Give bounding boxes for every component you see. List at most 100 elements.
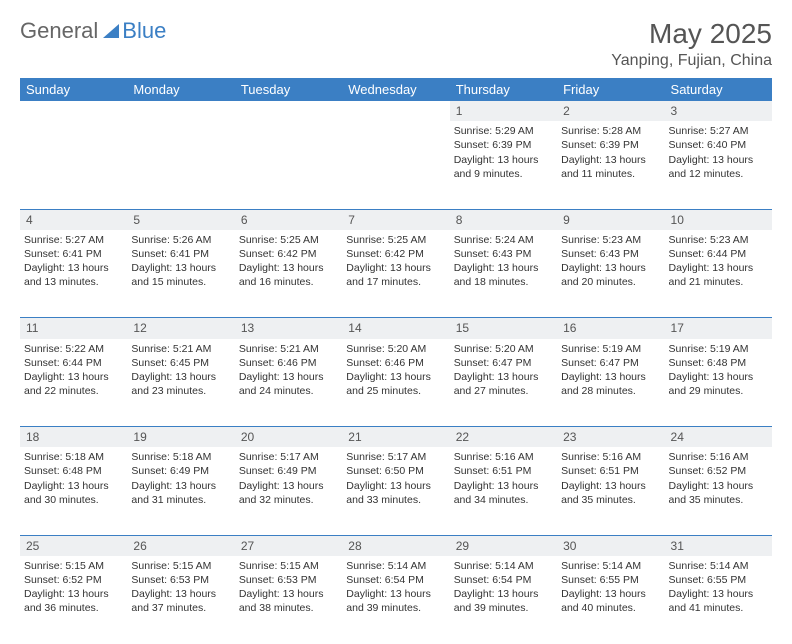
sunrise-line: Sunrise: 5:14 AM <box>454 559 553 573</box>
month-title: May 2025 <box>611 18 772 50</box>
day-number: 3 <box>665 101 772 121</box>
day-number: 31 <box>665 535 772 556</box>
sunrise-line: Sunrise: 5:23 AM <box>561 233 660 247</box>
day-number: 21 <box>342 427 449 448</box>
sunset-line: Sunset: 6:52 PM <box>669 464 768 478</box>
sunset-line: Sunset: 6:49 PM <box>239 464 338 478</box>
day-cell: Sunrise: 5:25 AMSunset: 6:42 PMDaylight:… <box>235 230 342 318</box>
sunrise-line: Sunrise: 5:16 AM <box>454 450 553 464</box>
day-number: 25 <box>20 535 127 556</box>
sunset-line: Sunset: 6:50 PM <box>346 464 445 478</box>
sunrise-line: Sunrise: 5:14 AM <box>561 559 660 573</box>
sunrise-line: Sunrise: 5:26 AM <box>131 233 230 247</box>
sunrise-line: Sunrise: 5:25 AM <box>346 233 445 247</box>
day-cell: Sunrise: 5:16 AMSunset: 6:52 PMDaylight:… <box>665 447 772 535</box>
logo: General Blue <box>20 18 166 44</box>
day-number: 4 <box>20 209 127 230</box>
daylight-line: Daylight: 13 hours and 11 minutes. <box>561 153 660 181</box>
daylight-line: Daylight: 13 hours and 17 minutes. <box>346 261 445 289</box>
day-cell: Sunrise: 5:29 AMSunset: 6:39 PMDaylight:… <box>450 121 557 209</box>
sunrise-line: Sunrise: 5:16 AM <box>669 450 768 464</box>
daylight-line: Daylight: 13 hours and 32 minutes. <box>239 479 338 507</box>
day-cell: Sunrise: 5:19 AMSunset: 6:47 PMDaylight:… <box>557 339 664 427</box>
weekday-header: Sunday <box>20 78 127 101</box>
day-number: 11 <box>20 318 127 339</box>
sunset-line: Sunset: 6:47 PM <box>561 356 660 370</box>
day-number: 14 <box>342 318 449 339</box>
content-row: Sunrise: 5:27 AMSunset: 6:41 PMDaylight:… <box>20 230 772 318</box>
day-number <box>342 101 449 121</box>
daylight-line: Daylight: 13 hours and 31 minutes. <box>131 479 230 507</box>
sunset-line: Sunset: 6:47 PM <box>454 356 553 370</box>
day-number: 5 <box>127 209 234 230</box>
daylight-line: Daylight: 13 hours and 40 minutes. <box>561 587 660 615</box>
day-number: 9 <box>557 209 664 230</box>
day-cell <box>127 121 234 209</box>
day-cell: Sunrise: 5:15 AMSunset: 6:53 PMDaylight:… <box>127 556 234 644</box>
weekday-header: Friday <box>557 78 664 101</box>
sunset-line: Sunset: 6:55 PM <box>669 573 768 587</box>
weekday-header: Monday <box>127 78 234 101</box>
calendar-table: SundayMondayTuesdayWednesdayThursdayFrid… <box>20 78 772 644</box>
day-cell: Sunrise: 5:19 AMSunset: 6:48 PMDaylight:… <box>665 339 772 427</box>
day-cell <box>20 121 127 209</box>
sunset-line: Sunset: 6:48 PM <box>669 356 768 370</box>
day-cell: Sunrise: 5:21 AMSunset: 6:45 PMDaylight:… <box>127 339 234 427</box>
daylight-line: Daylight: 13 hours and 39 minutes. <box>346 587 445 615</box>
sunset-line: Sunset: 6:43 PM <box>561 247 660 261</box>
daylight-line: Daylight: 13 hours and 36 minutes. <box>24 587 123 615</box>
daylight-line: Daylight: 13 hours and 12 minutes. <box>669 153 768 181</box>
day-number: 16 <box>557 318 664 339</box>
sunrise-line: Sunrise: 5:28 AM <box>561 124 660 138</box>
sunset-line: Sunset: 6:44 PM <box>669 247 768 261</box>
day-cell: Sunrise: 5:27 AMSunset: 6:41 PMDaylight:… <box>20 230 127 318</box>
content-row: Sunrise: 5:15 AMSunset: 6:52 PMDaylight:… <box>20 556 772 644</box>
sunrise-line: Sunrise: 5:25 AM <box>239 233 338 247</box>
sunset-line: Sunset: 6:53 PM <box>239 573 338 587</box>
sunrise-line: Sunrise: 5:17 AM <box>346 450 445 464</box>
daylight-line: Daylight: 13 hours and 27 minutes. <box>454 370 553 398</box>
day-number: 18 <box>20 427 127 448</box>
day-number <box>127 101 234 121</box>
daylight-line: Daylight: 13 hours and 38 minutes. <box>239 587 338 615</box>
day-cell: Sunrise: 5:14 AMSunset: 6:55 PMDaylight:… <box>557 556 664 644</box>
sunrise-line: Sunrise: 5:18 AM <box>131 450 230 464</box>
day-cell: Sunrise: 5:20 AMSunset: 6:47 PMDaylight:… <box>450 339 557 427</box>
daylight-line: Daylight: 13 hours and 16 minutes. <box>239 261 338 289</box>
daylight-line: Daylight: 13 hours and 18 minutes. <box>454 261 553 289</box>
sunset-line: Sunset: 6:55 PM <box>561 573 660 587</box>
day-cell <box>342 121 449 209</box>
daylight-line: Daylight: 13 hours and 21 minutes. <box>669 261 768 289</box>
daylight-line: Daylight: 13 hours and 30 minutes. <box>24 479 123 507</box>
day-number: 7 <box>342 209 449 230</box>
day-cell: Sunrise: 5:18 AMSunset: 6:49 PMDaylight:… <box>127 447 234 535</box>
weekday-header: Tuesday <box>235 78 342 101</box>
sunset-line: Sunset: 6:42 PM <box>346 247 445 261</box>
sunrise-line: Sunrise: 5:29 AM <box>454 124 553 138</box>
day-number: 30 <box>557 535 664 556</box>
day-number: 15 <box>450 318 557 339</box>
daylight-line: Daylight: 13 hours and 25 minutes. <box>346 370 445 398</box>
day-cell: Sunrise: 5:15 AMSunset: 6:52 PMDaylight:… <box>20 556 127 644</box>
sunset-line: Sunset: 6:53 PM <box>131 573 230 587</box>
day-number: 2 <box>557 101 664 121</box>
day-cell: Sunrise: 5:14 AMSunset: 6:54 PMDaylight:… <box>450 556 557 644</box>
sunrise-line: Sunrise: 5:17 AM <box>239 450 338 464</box>
sunset-line: Sunset: 6:40 PM <box>669 138 768 152</box>
daylight-line: Daylight: 13 hours and 35 minutes. <box>669 479 768 507</box>
day-cell: Sunrise: 5:27 AMSunset: 6:40 PMDaylight:… <box>665 121 772 209</box>
sunrise-line: Sunrise: 5:22 AM <box>24 342 123 356</box>
daynum-row: 18192021222324 <box>20 427 772 448</box>
day-cell: Sunrise: 5:23 AMSunset: 6:44 PMDaylight:… <box>665 230 772 318</box>
daylight-line: Daylight: 13 hours and 29 minutes. <box>669 370 768 398</box>
sunset-line: Sunset: 6:46 PM <box>346 356 445 370</box>
sunrise-line: Sunrise: 5:23 AM <box>669 233 768 247</box>
day-number: 20 <box>235 427 342 448</box>
day-cell: Sunrise: 5:28 AMSunset: 6:39 PMDaylight:… <box>557 121 664 209</box>
content-row: Sunrise: 5:29 AMSunset: 6:39 PMDaylight:… <box>20 121 772 209</box>
sunrise-line: Sunrise: 5:16 AM <box>561 450 660 464</box>
sunset-line: Sunset: 6:43 PM <box>454 247 553 261</box>
daynum-row: 11121314151617 <box>20 318 772 339</box>
sunset-line: Sunset: 6:51 PM <box>561 464 660 478</box>
day-cell: Sunrise: 5:22 AMSunset: 6:44 PMDaylight:… <box>20 339 127 427</box>
